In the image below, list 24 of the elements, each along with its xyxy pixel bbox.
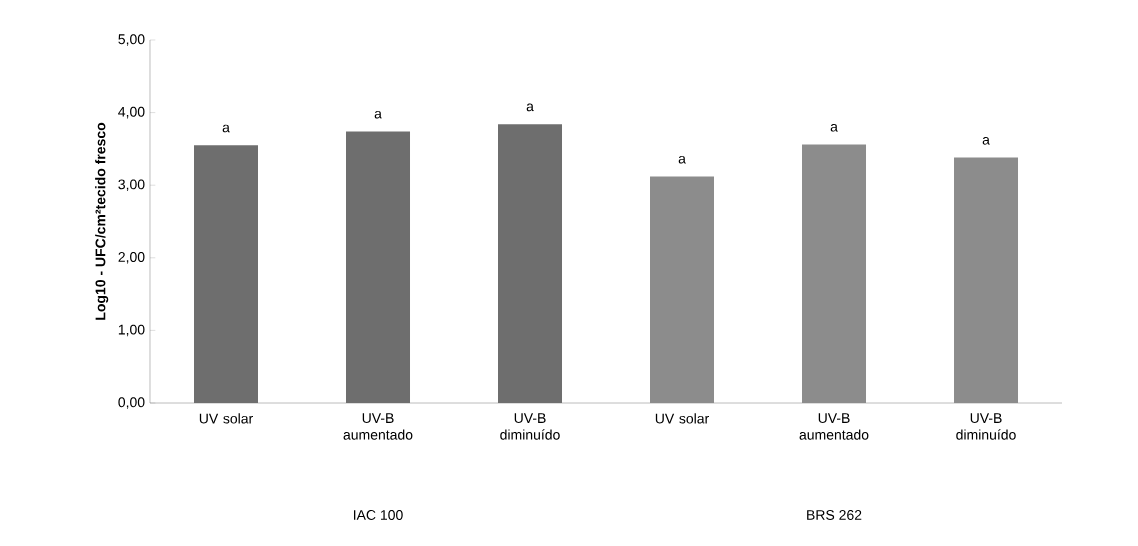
x-tick-label: UV-B diminuído — [956, 413, 1016, 440]
data-label: a — [222, 124, 230, 133]
x-tick-label: UV solar — [199, 413, 253, 424]
text: IAC 100 — [354, 510, 403, 520]
x-tick-label: UV solar — [655, 413, 709, 424]
text: BRS 262 — [807, 510, 862, 520]
y-tick-label: 5,00 — [118, 34, 145, 46]
data-label: a — [830, 123, 838, 132]
bar — [498, 124, 563, 403]
x-tick-label: UV-B aumentado — [343, 413, 413, 440]
y-tick-label: 1,00 — [118, 324, 145, 337]
y-tick-label: 4,00 — [118, 106, 145, 119]
y-axis-title: Log10 - UFC/cm²tecido fresco — [95, 122, 109, 320]
data-label: a — [374, 110, 382, 119]
x-tick-label: UV-B diminuído — [500, 413, 560, 440]
data-label: a — [526, 103, 534, 112]
data-label: a — [982, 137, 990, 145]
y-tick-label: 2,00 — [118, 252, 145, 264]
data-label: a — [678, 155, 686, 164]
y-tick-label: 3,00 — [118, 179, 145, 191]
y-tick-label: 0,00 — [118, 397, 145, 409]
bar — [346, 131, 411, 403]
x-tick-label: UV-B aumentado — [799, 413, 869, 440]
bar — [194, 145, 258, 403]
